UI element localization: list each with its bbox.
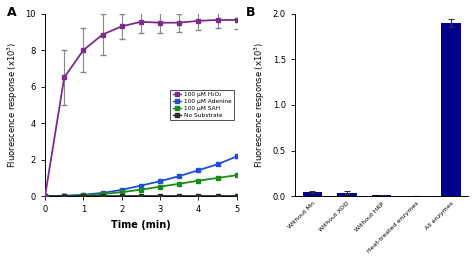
Bar [441, 23, 461, 196]
X-axis label: Time (min): Time (min) [111, 220, 171, 230]
Bar [303, 192, 322, 196]
Y-axis label: Fluorescence response (x10$^3$): Fluorescence response (x10$^3$) [6, 42, 20, 168]
Text: A: A [7, 6, 16, 19]
Text: B: B [246, 6, 256, 19]
Legend: 100 μM H₂O₂, 100 μM Adenine, 100 μM SAH, No Substrate: 100 μM H₂O₂, 100 μM Adenine, 100 μM SAH,… [170, 90, 234, 120]
Y-axis label: Fluorescence response (x10$^3$): Fluorescence response (x10$^3$) [253, 42, 267, 168]
Bar [337, 193, 356, 196]
